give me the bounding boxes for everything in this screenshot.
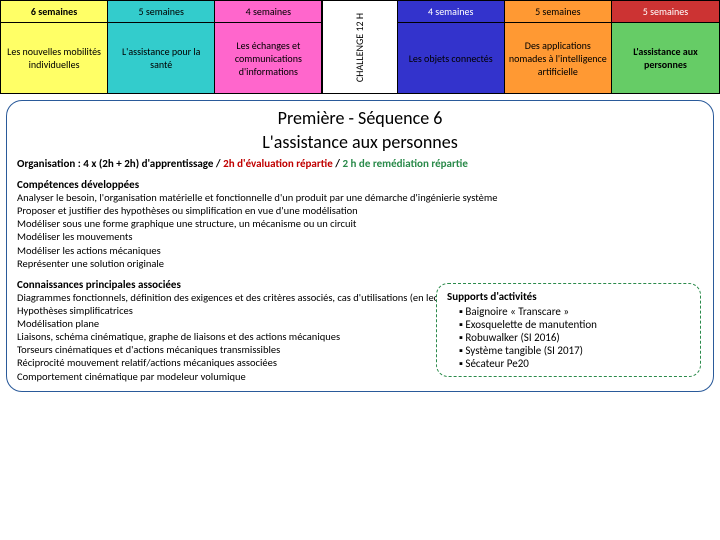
- support-item: Baignoire « Transcare »: [459, 305, 690, 318]
- competences-heading: Compétences développées: [17, 178, 703, 191]
- timeline-col: 4 semainesLes échanges et communications…: [215, 1, 322, 93]
- support-item: Système tangible (SI 2017): [459, 344, 690, 357]
- timeline-topic: Les nouvelles mobilités individuelles: [1, 23, 108, 93]
- competence-item: Modéliser les actions mécaniques: [17, 244, 703, 257]
- timeline-topic: CHALLENGE 12 H: [323, 1, 397, 93]
- timeline-topic: L'assistance aux personnes: [612, 23, 719, 93]
- timeline-topic: L'assistance pour la santé: [108, 23, 215, 93]
- org-sep-1: /: [213, 157, 223, 170]
- timeline-duration: 6 semaines: [1, 1, 108, 23]
- challenge-label: CHALLENGE 12 H: [354, 12, 367, 81]
- competence-item: Proposer et justifier des hypothèses ou …: [17, 204, 703, 217]
- timeline-duration: 5 semaines: [612, 1, 719, 23]
- supports-box: Supports d'activités Baignoire « Transca…: [436, 283, 701, 377]
- support-item: Robuwalker (SI 2016): [459, 331, 690, 344]
- org-sep-2: /: [333, 157, 343, 170]
- timeline-duration: 5 semaines: [505, 1, 612, 23]
- timeline-table: 6 semainesLes nouvelles mobilités indivi…: [0, 0, 720, 94]
- timeline-col: 6 semainesLes nouvelles mobilités indivi…: [1, 1, 108, 93]
- org-remed: 2 h de remédiation répartie: [342, 157, 467, 170]
- support-item: Sécateur Pe20: [459, 357, 690, 370]
- timeline-duration: 4 semaines: [398, 1, 505, 23]
- competence-item: Modéliser sous une forme graphique une s…: [17, 217, 703, 230]
- timeline-col: 5 semainesL'assistance aux personnes: [612, 1, 719, 93]
- competence-item: Représenter une solution originale: [17, 257, 703, 270]
- org-eval: 2h d'évaluation répartie: [223, 157, 333, 170]
- org-prefix: Organisation : 4 x (2h + 2h) d'apprentis…: [17, 157, 213, 170]
- timeline-col: 5 semainesDes applications nomades à l'i…: [505, 1, 612, 93]
- timeline-col: 4 semainesLes objets connectés: [398, 1, 505, 93]
- support-item: Exosquelette de manutention: [459, 318, 690, 331]
- content-panel: Première - Séquence 6 L'assistance aux p…: [6, 100, 714, 392]
- sequence-title-2: L'assistance aux personnes: [17, 131, 703, 153]
- timeline-topic: Les échanges et communications d'informa…: [215, 23, 322, 93]
- timeline-col: CHALLENGE 12 H: [322, 1, 397, 93]
- sequence-title-1: Première - Séquence 6: [17, 107, 703, 129]
- timeline-topic: Les objets connectés: [398, 23, 505, 93]
- timeline-col: 5 semainesL'assistance pour la santé: [108, 1, 215, 93]
- timeline-duration: 5 semaines: [108, 1, 215, 23]
- organisation-line: Organisation : 4 x (2h + 2h) d'apprentis…: [17, 157, 703, 170]
- timeline-topic: Des applications nomades à l'intelligenc…: [505, 23, 612, 93]
- timeline-duration: 4 semaines: [215, 1, 322, 23]
- competence-item: Analyser le besoin, l'organisation matér…: [17, 191, 703, 204]
- supports-heading: Supports d'activités: [447, 290, 690, 303]
- supports-list: Baignoire « Transcare »Exosquelette de m…: [447, 305, 690, 370]
- competence-item: Modéliser les mouvements: [17, 230, 703, 243]
